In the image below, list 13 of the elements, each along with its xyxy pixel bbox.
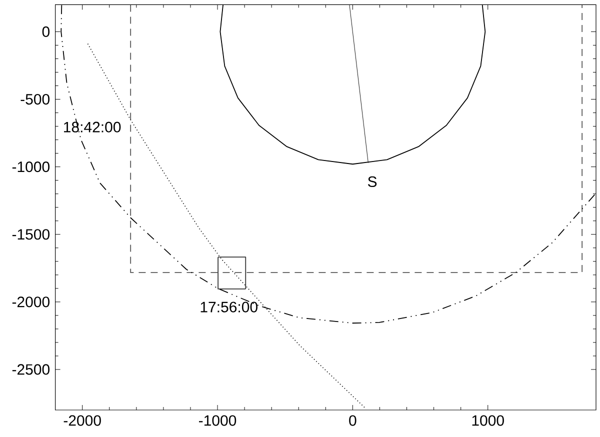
annotation: S: [368, 176, 377, 187]
x-tick-label: 1000: [472, 415, 504, 426]
y-tick-label: 0: [42, 26, 50, 38]
x-tick-label: -2000: [64, 415, 101, 426]
annotation: 17:56:00: [200, 302, 258, 312]
y-tick-label: -1500: [12, 229, 50, 240]
y-tick-label: -500: [20, 94, 50, 105]
y-tick-label: -2000: [12, 296, 50, 308]
y-tick-label: -1000: [12, 162, 50, 172]
y-tick-label: -2500: [12, 364, 50, 375]
annotation: 18:42:00: [64, 122, 121, 132]
x-tick-label: 0: [349, 415, 356, 426]
x-tick-label: -1000: [199, 415, 236, 426]
